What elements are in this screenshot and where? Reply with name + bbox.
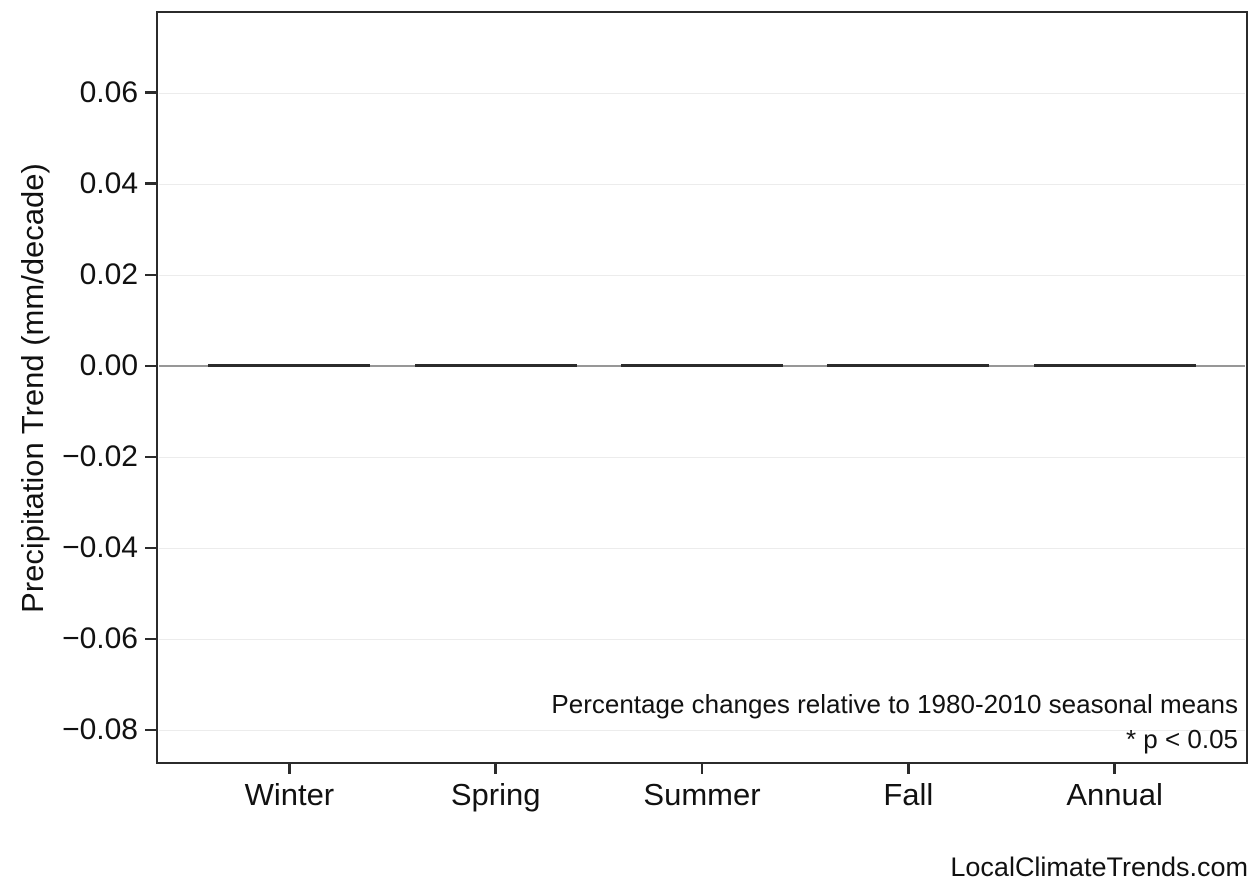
plot-area-border — [156, 11, 1248, 764]
x-tick-mark — [288, 764, 291, 774]
x-tick-label-summer: Summer — [643, 777, 761, 812]
y-tick-label: 0.02 — [79, 257, 138, 291]
y-tick-label: −0.08 — [62, 713, 138, 747]
y-tick-label: −0.04 — [62, 531, 138, 564]
y-gridline — [159, 730, 1245, 732]
y-tick-mark — [145, 728, 156, 732]
y-gridline — [159, 274, 1245, 276]
y-gridline — [159, 92, 1245, 94]
x-tick-label-fall: Fall — [883, 777, 934, 812]
y-tick-mark — [145, 91, 156, 94]
x-tick-label-annual: Annual — [1066, 777, 1163, 812]
bar-spring — [414, 363, 577, 367]
y-tick-label: 0.06 — [79, 75, 138, 109]
x-tick-mark — [1113, 764, 1116, 774]
watermark-source: LocalClimateTrends.com — [950, 852, 1248, 882]
y-tick-mark — [145, 637, 156, 641]
y-tick-label: 0.00 — [79, 348, 138, 382]
y-tick-label: −0.06 — [62, 622, 138, 656]
y-gridline — [159, 548, 1245, 549]
y-tick-mark — [145, 364, 156, 368]
y-gridline — [159, 639, 1245, 641]
bar-winter — [208, 363, 371, 367]
y-tick-mark — [145, 455, 156, 459]
y-gridline — [159, 183, 1245, 185]
y-tick-label: −0.02 — [62, 439, 138, 473]
y-tick-mark — [145, 273, 156, 277]
x-tick-mark — [907, 764, 910, 774]
bar-fall — [827, 363, 990, 367]
y-tick-mark — [145, 546, 156, 550]
x-tick-label-spring: Spring — [450, 777, 541, 812]
x-tick-label-winter: Winter — [244, 777, 335, 812]
x-tick-mark — [494, 764, 497, 774]
x-tick-mark — [700, 764, 704, 774]
annotation-relative-means: Percentage changes relative to 1980-2010… — [551, 689, 1238, 719]
bar-annual — [1033, 363, 1196, 367]
y-tick-mark — [145, 182, 156, 185]
annotation-significance: * p < 0.05 — [1125, 724, 1238, 754]
bar-summer — [621, 363, 783, 367]
y-gridline — [159, 456, 1245, 458]
y-tick-label: 0.04 — [79, 166, 138, 200]
